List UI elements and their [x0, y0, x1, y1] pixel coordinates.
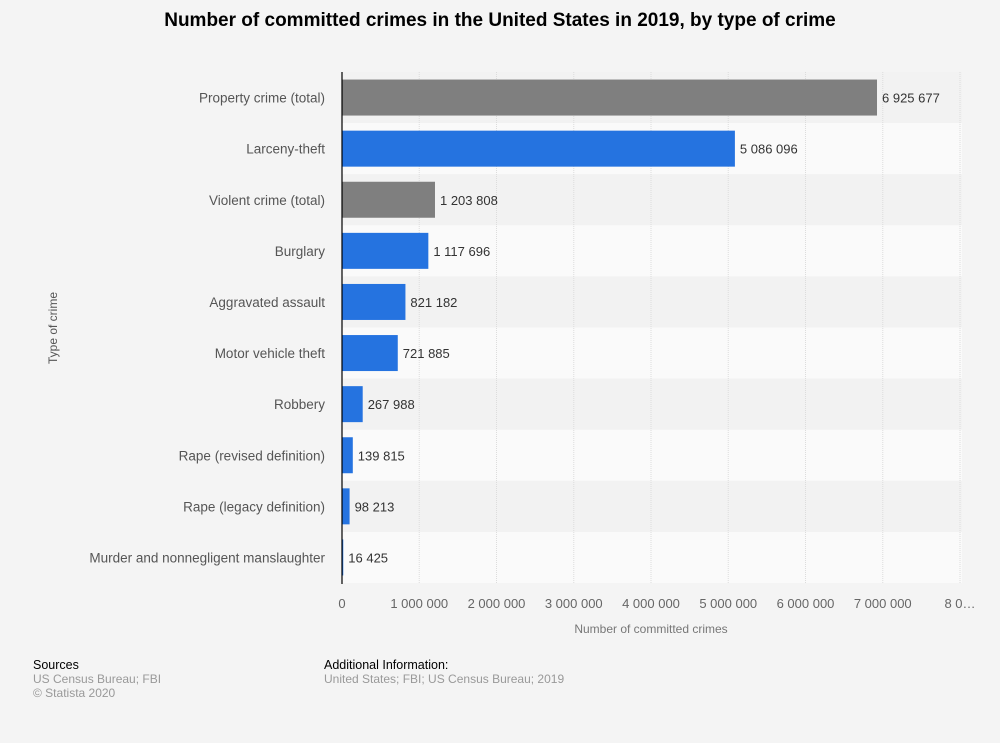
- x-tick-label: 8 0…: [944, 596, 975, 611]
- row-band: [342, 378, 962, 430]
- row-band: [342, 531, 962, 583]
- category-label: Aggravated assault: [209, 295, 325, 310]
- bar: [342, 232, 429, 269]
- category-label: Motor vehicle theft: [215, 346, 326, 361]
- bar: [342, 130, 735, 167]
- category-label: Robbery: [274, 397, 325, 412]
- x-tick-label: 0: [338, 596, 345, 611]
- x-tick-label: 7 000 000: [854, 596, 912, 611]
- category-label: Rape (revised definition): [179, 448, 325, 463]
- sources-block: Sources US Census Bureau; FBI © Statista…: [33, 658, 161, 700]
- bar: [342, 539, 344, 576]
- bar: [342, 335, 398, 372]
- category-label: Larceny-theft: [246, 142, 325, 157]
- x-tick-label: 1 000 000: [390, 596, 448, 611]
- chart-title: Number of committed crimes in the United…: [164, 10, 836, 31]
- y-axis-label: Type of crime: [46, 292, 60, 364]
- category-label: Murder and nonnegligent manslaughter: [89, 550, 325, 565]
- x-tick-label: 3 000 000: [545, 596, 603, 611]
- data-label: 16 425: [348, 550, 388, 565]
- additional-heading: Additional Information:: [324, 658, 449, 672]
- row-band: [342, 276, 962, 328]
- category-label: Rape (legacy definition): [183, 499, 325, 514]
- data-label: 139 815: [358, 448, 405, 463]
- x-axis-label: Number of committed crimes: [574, 622, 727, 636]
- sources-heading: Sources: [33, 658, 79, 672]
- data-label: 821 182: [410, 295, 457, 310]
- data-label: 1 117 696: [433, 244, 490, 259]
- data-label: 5 086 096: [740, 142, 798, 157]
- data-label: 721 885: [403, 346, 450, 361]
- row-band: [342, 327, 962, 379]
- data-label: 98 213: [355, 499, 395, 514]
- data-label: 267 988: [368, 397, 415, 412]
- data-label: 6 925 677: [882, 91, 940, 106]
- row-band: [342, 429, 962, 481]
- x-tick-label: 5 000 000: [699, 596, 757, 611]
- x-tick-label: 4 000 000: [622, 596, 680, 611]
- additional-text: United States; FBI; US Census Bureau; 20…: [324, 672, 565, 686]
- row-band: [342, 480, 962, 532]
- sources-text: US Census Bureau; FBI: [33, 672, 162, 686]
- bar: [342, 386, 363, 423]
- additional-info-block: Additional Information: United States; F…: [324, 658, 564, 686]
- bar: [342, 437, 353, 474]
- bar: [342, 181, 435, 218]
- x-tick-label: 6 000 000: [777, 596, 835, 611]
- row-band: [342, 174, 962, 226]
- category-label: Property crime (total): [199, 91, 325, 106]
- bar: [342, 79, 878, 116]
- row-band: [342, 225, 962, 277]
- category-label: Violent crime (total): [209, 193, 325, 208]
- bar-chart: Property crime (total) Larceny-theft Viole…: [46, 72, 976, 636]
- category-label: Burglary: [275, 244, 326, 259]
- bar: [342, 488, 350, 525]
- bar: [342, 283, 406, 320]
- x-tick-label: 2 000 000: [468, 596, 526, 611]
- copyright: © Statista 2020: [33, 686, 116, 700]
- data-label: 1 203 808: [440, 193, 498, 208]
